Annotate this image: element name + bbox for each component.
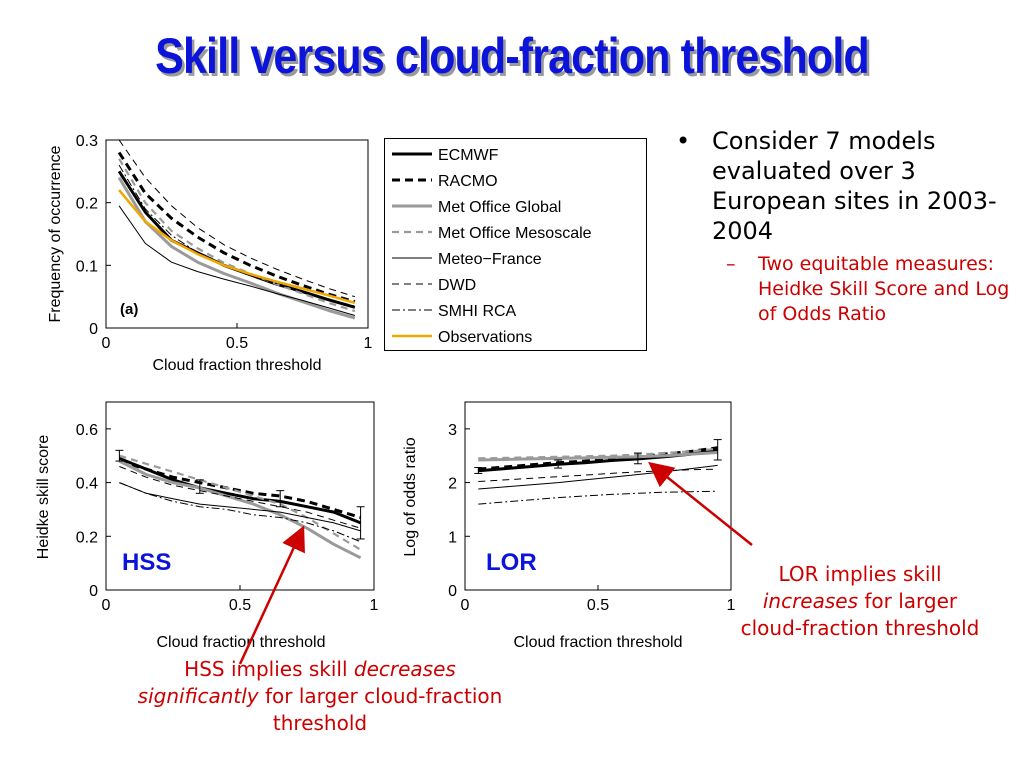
y-tick-label: 0.6 [76,422,98,439]
legend-label: Observations [438,329,532,346]
series-line-met-office-global [478,451,718,462]
lor-note-emphasis: increases [762,589,859,613]
x-tick-label: 0.5 [229,597,251,614]
x-tick-label: 0.5 [587,597,609,614]
bullet-item: • Consider 7 models evaluated over 3 Eur… [672,126,1012,246]
error-bar [554,459,563,469]
frequency-chart: 0 0.5 1 0 0.1 0.2 0.3 (a) Cloud fraction thres… [47,133,373,374]
series-line-met-office-global [118,459,362,560]
lor-note-text: LOR implies skill [778,562,942,586]
legend-label: SMHI RCA [438,303,517,320]
y-axis-label: Heidke skill score [35,435,52,560]
series-line-meteo-france [118,205,356,316]
sub-bullet-item: – Two equitable measures: Heidke Skill S… [672,252,1012,327]
error-bar [115,449,124,462]
legend-item-ecmwf: ECMWF [392,147,499,164]
series-line-racmo [117,151,356,304]
sub-bullet-text: Two equitable measures: Heidke Skill Sco… [758,253,1010,325]
y-tick-label: 2 [448,476,457,493]
legend-item-dwd: DWD [392,277,476,294]
legend-label: DWD [438,277,476,294]
x-tick-label: 1 [364,335,373,352]
series-line-met-office-global [117,176,356,320]
y-tick-label: 0 [448,583,457,600]
x-tick-label: 0 [102,597,111,614]
legend-item-met-office-global: Met Office Global [392,199,561,216]
error-bar [356,506,365,540]
lor-chart: 0 0.5 1 0 1 2 3 LOR Cloud fraction threshold L… [402,401,736,651]
x-tick-label: 0 [102,335,111,352]
hss-tag: HSS [122,549,171,576]
y-axis-label: Log of odds ratio [402,437,419,556]
error-bar [195,479,204,494]
y-tick-label: 0.4 [76,476,98,493]
series-line-met-office-mesoscale [478,447,718,460]
bullet-list: • Consider 7 models evaluated over 3 Eur… [672,126,1012,327]
y-axis-label: Frequency of occurrence [47,145,64,322]
legend: ECMWF RACMO Met Office Global Met Office Me… [384,138,647,351]
series-line-meteo-france [119,482,361,532]
error-bar [713,439,722,461]
x-tick-label: 1 [727,597,736,614]
lor-note: LOR implies skill increases for larger c… [732,561,988,642]
y-tick-label: 0 [89,321,98,338]
hss-note-text: HSS implies skill [184,657,354,681]
error-bar [474,467,483,474]
slide-title: Skill versus cloud-fraction threshold [155,28,870,84]
series-line-racmo [118,459,362,519]
hss-note-text-end: for larger cloud-fraction threshold [258,684,503,735]
panel-label: (a) [120,301,138,318]
y-tick-label: 0 [89,583,98,600]
series-line-racmo [478,446,718,471]
legend-frame [384,138,647,351]
error-bar [276,490,285,508]
bullet-text: Consider 7 models evaluated over 3 Europ… [712,127,997,245]
y-tick-label: 0.2 [76,196,98,213]
series-line-dwd [118,139,356,298]
lor-note-text-end: for larger cloud-fraction threshold [740,589,980,640]
legend-label: Meteo−France [438,251,542,268]
legend-item-observations: Observations [392,329,532,346]
y-tick-label: 1 [448,529,457,546]
series-line-met-office-mesoscale [119,454,362,551]
x-axis-label: Cloud fraction threshold [153,357,322,374]
series-line-smhi-rca [119,482,361,543]
legend-item-smhi-rca: SMHI RCA [392,303,517,320]
error-bar [633,452,642,465]
legend-item-met-office-mesoscale: Met Office Mesoscale [392,225,592,242]
hss-note: HSS implies skill decreases significantl… [124,656,516,737]
legend-item-meteo-france: Meteo−France [392,251,542,268]
series-line-dwd [119,466,361,529]
lor-tag: LOR [486,549,537,576]
legend-label: Met Office Global [438,199,561,216]
bullet-dot-icon: • [676,127,691,155]
legend-label: Met Office Mesoscale [438,225,592,242]
series-line-dwd [478,468,718,482]
hss-note-emphasis: decreases significantly [137,657,456,708]
legend-item-racmo: RACMO [392,173,498,190]
x-tick-label: 1 [370,597,379,614]
hss-chart: 0 0.5 1 0 0.2 0.4 0.6 HSS Cloud fraction thres… [35,401,379,651]
legend-label: ECMWF [438,147,499,164]
y-tick-label: 0.2 [76,529,98,546]
series-line-observations [118,189,356,305]
x-axis-label: Cloud fraction threshold [157,634,326,651]
x-tick-label: 0 [461,597,470,614]
y-tick-label: 0.3 [76,133,98,150]
x-axis-label: Cloud fraction threshold [514,634,683,651]
dash-icon: – [726,253,736,275]
x-tick-label: 0.5 [226,335,248,352]
legend-label: RACMO [438,173,498,190]
plot-frame [105,139,369,329]
y-tick-label: 3 [448,422,457,439]
y-tick-label: 0.1 [76,258,98,275]
